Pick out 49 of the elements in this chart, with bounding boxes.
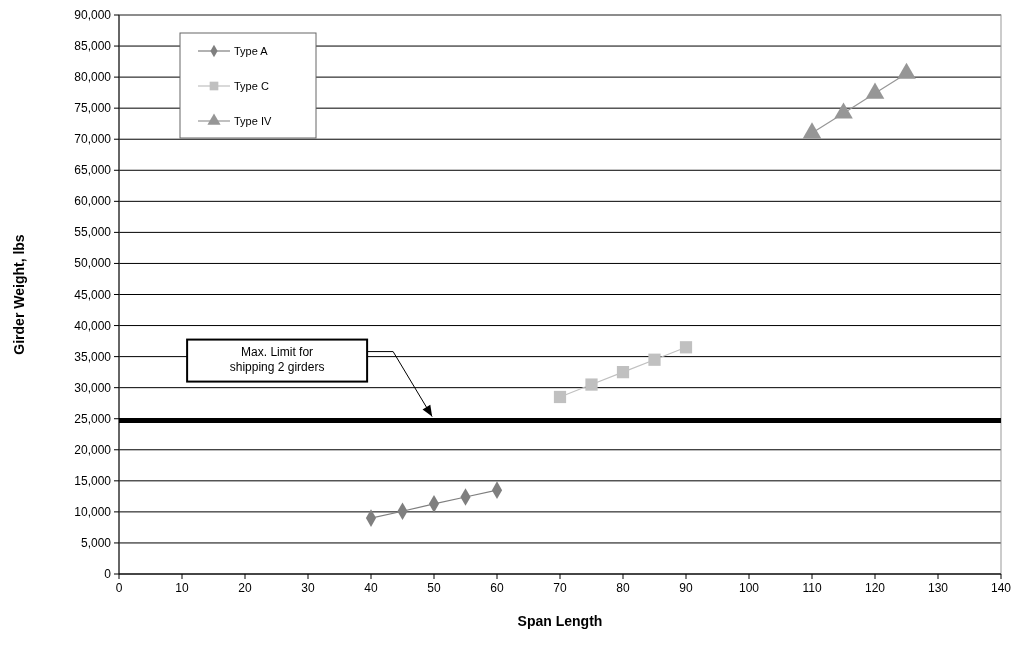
x-tick-label: 80: [616, 581, 630, 595]
y-tick-label: 90,000: [74, 8, 112, 22]
x-tick-label: 110: [802, 581, 822, 595]
x-tick-label: 70: [553, 581, 567, 595]
y-tick-label: 5,000: [80, 535, 112, 550]
y-tick-label: 40,000: [74, 318, 112, 333]
x-tick-label: 0: [115, 581, 123, 595]
y-axis-title: Girder Weight, lbs: [11, 234, 27, 355]
legend-label: Type C: [234, 80, 269, 92]
y-tick-label: 45,000: [74, 287, 112, 302]
y-tick-label: 15,000: [74, 473, 112, 488]
x-tick-label: 120: [864, 581, 886, 595]
y-tick-label: 55,000: [74, 225, 112, 240]
x-tick-label: 30: [301, 581, 315, 595]
point: [585, 378, 598, 391]
annotation: Max. Limit for shipping 2 girders: [229, 344, 325, 374]
point: [834, 102, 853, 119]
point: [679, 341, 693, 354]
legend-label: Type A: [234, 45, 269, 57]
y-tick-label: 30,000: [74, 380, 112, 395]
x-tick-label: 130: [927, 581, 949, 595]
y-tick-label: 20,000: [74, 442, 112, 457]
y-tick-label: 35,000: [74, 349, 112, 364]
x-tick-label: 10: [175, 581, 189, 595]
x-tick-label: 100: [738, 581, 760, 595]
y-tick-label: 25,000: [74, 411, 112, 426]
point: [865, 82, 885, 99]
y-tick-label: 10,000: [74, 504, 112, 519]
y-tick-label: 65,000: [74, 163, 112, 178]
x-tick-label: 60: [490, 581, 504, 595]
point: [648, 353, 661, 366]
x-tick-label: 50: [427, 581, 441, 595]
legend-label: Type IV: [234, 115, 272, 127]
y-tick-label: 85,000: [74, 39, 112, 54]
x-tick-label: 90: [679, 581, 693, 595]
point: [553, 390, 567, 404]
x-axis-title: Span Length: [517, 613, 603, 629]
y-tick-label: 50,000: [74, 256, 112, 271]
y-tick-label: 80,000: [74, 70, 112, 85]
y-tick-label: 0: [104, 567, 112, 581]
x-tick-label: 20: [238, 581, 252, 595]
point: [897, 62, 916, 79]
point: [802, 122, 822, 139]
y-tick-label: 60,000: [74, 194, 112, 209]
x-tick-label: 40: [364, 581, 378, 595]
y-tick-label: 75,000: [74, 101, 112, 116]
x-tick-label: 140: [990, 581, 1012, 595]
point: [616, 366, 630, 379]
y-tick-label: 70,000: [74, 132, 112, 147]
